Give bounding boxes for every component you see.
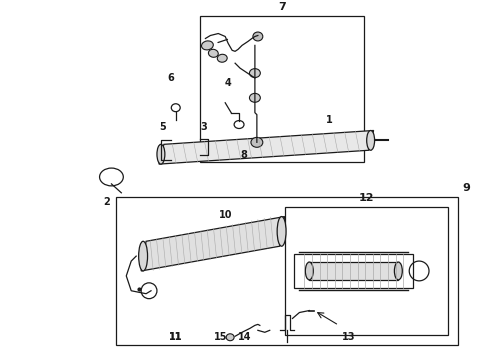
Bar: [117, 197, 458, 345]
Ellipse shape: [201, 41, 213, 50]
Ellipse shape: [305, 262, 313, 280]
Text: 7: 7: [278, 2, 286, 12]
Bar: [200, 16, 364, 162]
Ellipse shape: [249, 93, 260, 102]
Polygon shape: [141, 217, 285, 271]
Text: 12: 12: [359, 193, 374, 203]
Text: 6: 6: [168, 73, 174, 83]
Ellipse shape: [217, 54, 227, 62]
Bar: [285, 207, 448, 335]
Text: 11: 11: [169, 332, 182, 342]
Text: 2: 2: [103, 197, 110, 207]
Ellipse shape: [394, 262, 402, 280]
Text: 1: 1: [326, 114, 333, 125]
Ellipse shape: [249, 69, 260, 77]
Polygon shape: [159, 130, 373, 164]
Ellipse shape: [208, 49, 218, 57]
Text: 11: 11: [169, 332, 182, 342]
Ellipse shape: [253, 32, 263, 41]
Text: 4: 4: [225, 78, 232, 88]
Bar: [309, 262, 398, 280]
Text: 9: 9: [463, 183, 470, 193]
Ellipse shape: [157, 144, 165, 164]
Text: 10: 10: [219, 210, 232, 220]
Text: 13: 13: [342, 332, 355, 342]
Ellipse shape: [139, 241, 147, 271]
Text: 8: 8: [241, 150, 247, 160]
Text: 5: 5: [160, 122, 166, 132]
Ellipse shape: [277, 217, 286, 246]
Text: 15: 15: [214, 332, 227, 342]
Text: 3: 3: [200, 122, 207, 132]
Text: 14: 14: [238, 332, 252, 342]
Ellipse shape: [367, 130, 374, 150]
Bar: [294, 254, 413, 288]
Ellipse shape: [226, 334, 234, 341]
Ellipse shape: [251, 138, 263, 147]
